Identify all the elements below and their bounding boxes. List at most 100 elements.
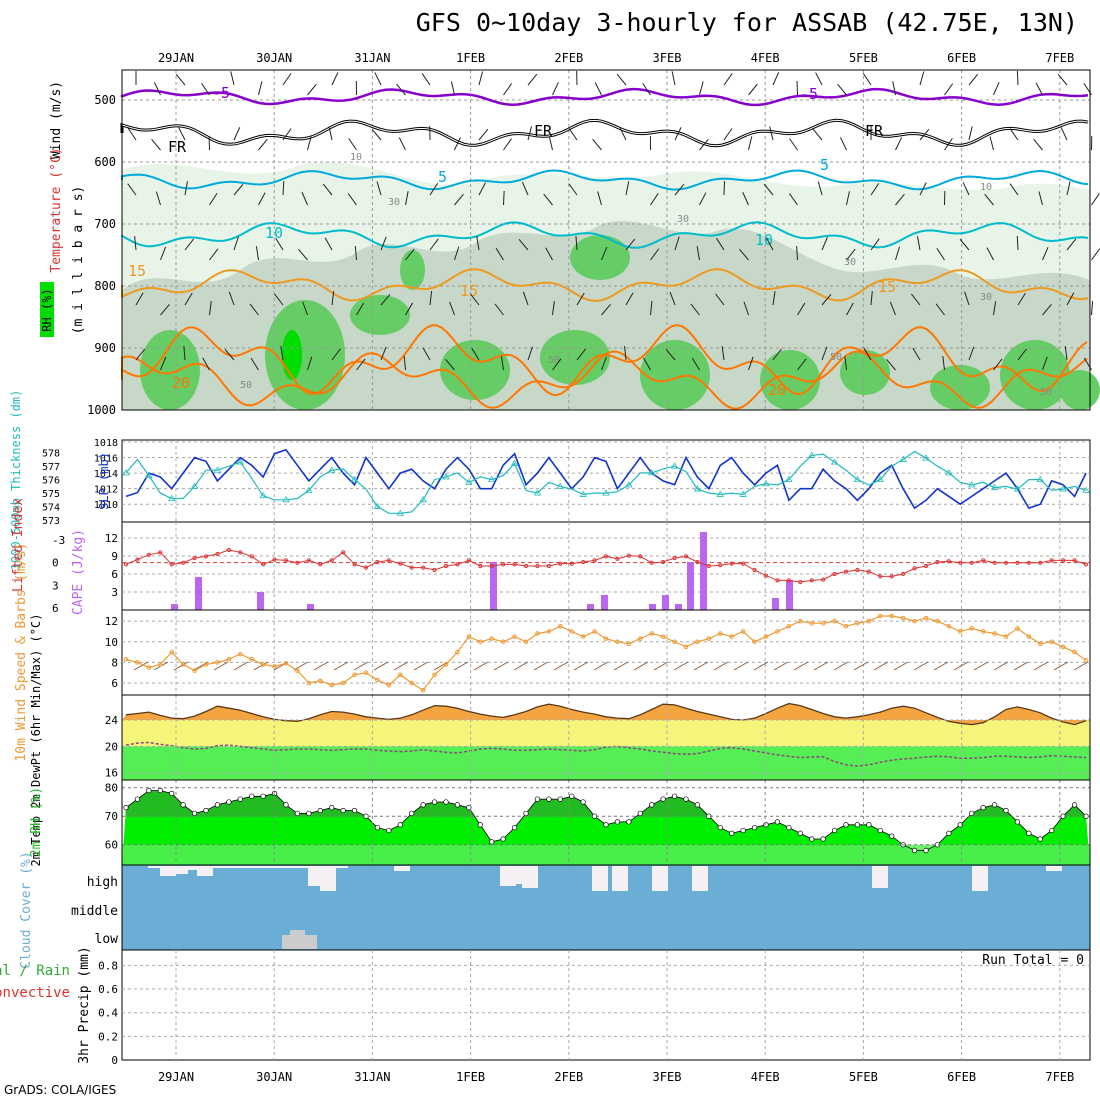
- ua-barb-5-25: [748, 356, 754, 371]
- cloud-high-gap-10: [592, 866, 608, 891]
- wind-barb-44: [1013, 661, 1029, 671]
- li-point-77: [1003, 560, 1009, 565]
- ua-barb-4-4: [228, 291, 235, 306]
- wind-barb-40: [933, 661, 949, 671]
- ua-barb-5-33: [942, 356, 945, 371]
- cloud-high-gap-6: [394, 866, 410, 871]
- ua-barb-3-3: [209, 248, 219, 261]
- slp-line: [125, 448, 1087, 510]
- wind-point-26: [420, 687, 426, 693]
- li-point-40: [581, 559, 586, 565]
- ua-barb-2-11: [405, 191, 409, 206]
- ua-barb-1-26: [769, 126, 774, 141]
- li-line: [125, 549, 1087, 583]
- wind-point-50: [695, 639, 700, 645]
- ua-barb-1-14: [478, 128, 489, 141]
- wind-barb-33: [793, 661, 809, 671]
- xlabel-bottom-2: 31JAN: [354, 1070, 390, 1084]
- ua-barb-4-39: [1091, 301, 1094, 316]
- ua-barb-5-32: [912, 347, 921, 361]
- ua-barb-3-19: [601, 246, 608, 261]
- li-point-19: [341, 550, 346, 555]
- rh-point-7: [203, 807, 209, 814]
- thickness-point-78: [1013, 485, 1022, 492]
- li-point-44: [626, 553, 631, 558]
- ua-barb-3-13: [454, 246, 460, 261]
- ua-barb-2-9: [347, 193, 357, 206]
- li-point-37: [546, 563, 551, 569]
- wind-barb-6: [253, 661, 269, 671]
- ua-barb-5-8: [331, 348, 341, 361]
- ua-barb-0-19: [594, 82, 602, 96]
- ua-barb-0-23: [699, 81, 704, 96]
- slp-frame: [121, 439, 1091, 523]
- wind-ytick-6: 6: [111, 677, 118, 690]
- ua-barb-4-30: [870, 291, 873, 306]
- ua-barb-5-27: [797, 358, 807, 371]
- cape-bar-1: [195, 577, 202, 610]
- rh-point-10: [237, 796, 243, 802]
- ua-barb-0-35: [993, 81, 1000, 96]
- ua-barb-4-2: [184, 292, 193, 306]
- li-point-24: [398, 561, 403, 566]
- ua-barb-5-20: [624, 346, 627, 361]
- temp-label-7: 10: [265, 224, 283, 242]
- ua-barb-1-22: [674, 127, 682, 141]
- ua-barb-1-20: [619, 127, 627, 141]
- ua-barb-0-30: [862, 73, 872, 86]
- ua-barb-3-27: [796, 245, 798, 261]
- thickness-point-76: [990, 483, 999, 491]
- cloud-low-patch: [282, 935, 317, 949]
- xlabel-bottom-8: 6FEB: [947, 1070, 976, 1084]
- li-point-83: [1072, 558, 1077, 563]
- rh-point-4: [169, 790, 175, 797]
- ua-barb-2-23: [699, 192, 707, 206]
- ua-barb-5-22: [665, 348, 676, 361]
- cape-bar-8: [662, 595, 669, 610]
- li-point-60: [809, 578, 814, 583]
- cape-ytick-6: 6: [111, 568, 118, 581]
- temp-label-2: FR: [168, 138, 187, 156]
- ua-barb-0-36: [1016, 70, 1019, 86]
- wind-point-33: [500, 639, 506, 645]
- ua-barb-1-8: [328, 126, 333, 141]
- thickness-point-66: [876, 475, 884, 483]
- ua-barb-0-26: [772, 72, 780, 86]
- temp-band-yellow: [122, 720, 1090, 747]
- wind-barb-31: [753, 661, 769, 671]
- ua-barb-5-7: [307, 356, 313, 371]
- ua-barb-2-14: [478, 182, 486, 196]
- ua-barb-1-15: [503, 138, 512, 151]
- cape-bar-13: [786, 580, 793, 610]
- li-point-11: [249, 554, 254, 559]
- ua-rh-swatch: [40, 282, 54, 337]
- thickness-point-38: [556, 482, 564, 489]
- wind-speed-line: [125, 615, 1087, 692]
- ua-barb-1-16: [527, 126, 532, 141]
- ua-barb-4-18: [576, 292, 585, 306]
- wind-point-34: [512, 634, 517, 639]
- contour-20: [121, 324, 1088, 397]
- li-point-13: [272, 557, 277, 562]
- li-point-69: [912, 566, 917, 571]
- page-title: GFS 0~10day 3-hourly for ASSAB (42.75E, …: [415, 8, 1078, 37]
- wind-barb-15: [433, 661, 449, 671]
- wind-point-53: [729, 634, 735, 639]
- ua-barb-5-36: [1017, 348, 1027, 361]
- cloud-high-gap-9: [522, 866, 538, 888]
- wind-barb-30: [733, 661, 749, 671]
- rh-point-59: [797, 830, 803, 836]
- li-point-56: [763, 573, 769, 578]
- wind-barb-29: [713, 661, 729, 671]
- ua-barb-0-28: [815, 72, 823, 86]
- temp-band-green: [122, 746, 1090, 780]
- ua-barb-5-28: [821, 346, 828, 361]
- thickness-point-62: [830, 458, 839, 465]
- li-point-63: [843, 569, 849, 574]
- wind-barb-2: [173, 661, 189, 671]
- li-point-43: [615, 556, 620, 561]
- contour-10: [121, 221, 1089, 249]
- wind-point-75: [980, 629, 986, 634]
- precip-run-total: Run Total = 0: [982, 953, 1084, 968]
- wind-barb-17: [473, 661, 489, 671]
